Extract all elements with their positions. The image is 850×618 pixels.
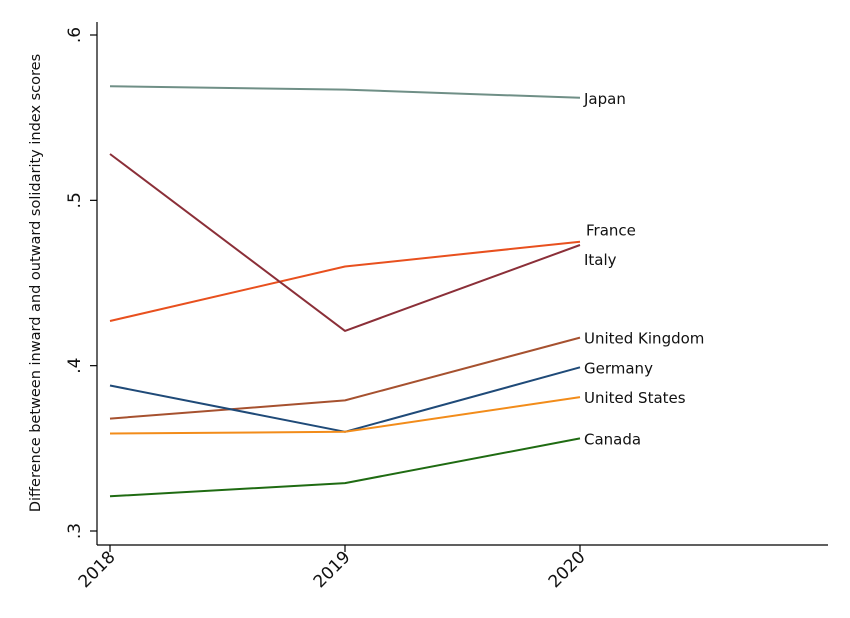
- x-tick-label: 2020: [545, 547, 590, 592]
- y-tick-label: .6: [65, 27, 85, 43]
- series-line-united-states: [109, 396, 581, 435]
- series-lines: [109, 85, 581, 498]
- series-labels: Japan France Italy United Kingdom Germany Uni…: [583, 90, 704, 449]
- series-label-japan: Japan: [583, 90, 626, 108]
- y-axis-label: Difference between inward and outward so…: [28, 54, 44, 512]
- series-label-germany: Germany: [584, 359, 653, 377]
- series-line-france: [109, 240, 581, 322]
- axes: Difference between inward and outward so…: [28, 22, 828, 546]
- series-label-united-states: United States: [584, 389, 686, 407]
- x-ticks: 2018 2019 2020: [75, 545, 590, 592]
- y-tick-label: .5: [65, 192, 85, 208]
- series-line-japan: [109, 85, 581, 99]
- x-tick-label: 2019: [310, 547, 355, 592]
- series-line-united-kingdom: [109, 336, 581, 420]
- series-label-italy: Italy: [584, 251, 617, 269]
- y-ticks: .3 .4 .5 .6: [65, 27, 97, 539]
- y-tick-label: .3: [65, 523, 85, 539]
- series-label-france: France: [586, 222, 636, 240]
- series-line-italy: [109, 153, 581, 332]
- series-label-canada: Canada: [584, 430, 641, 448]
- series-line-canada: [109, 437, 581, 498]
- series-label-united-kingdom: United Kingdom: [584, 330, 704, 348]
- y-tick-label: .4: [65, 358, 85, 374]
- x-tick-label: 2018: [75, 547, 120, 592]
